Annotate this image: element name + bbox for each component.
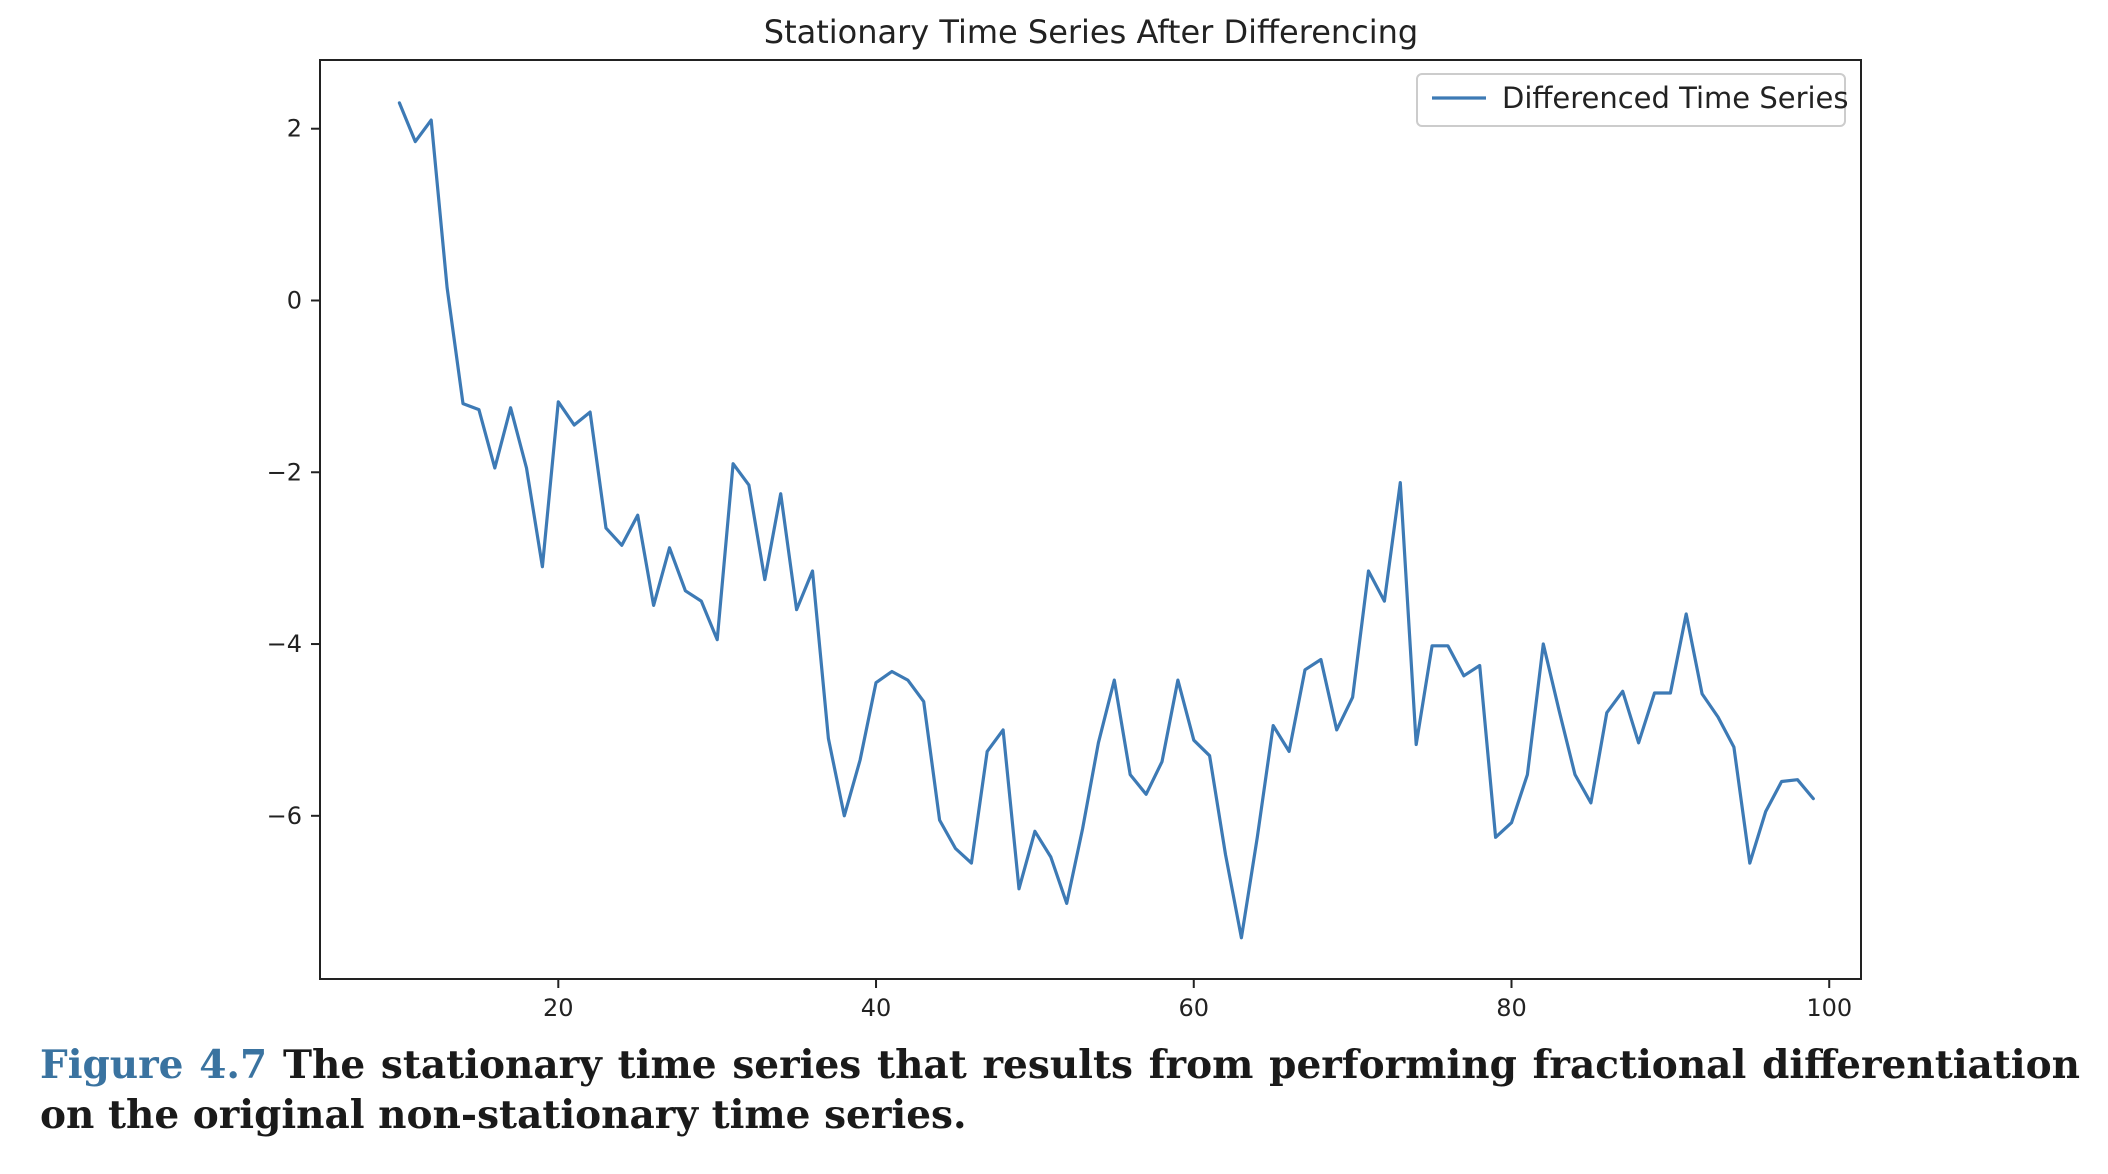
series-line-differenced-time-series [397, 101, 1815, 940]
y-tick-label: −6 [267, 802, 302, 830]
line-chart: Stationary Time Series After Differencin… [267, 13, 1862, 1022]
x-tick-label: 40 [861, 994, 892, 1022]
y-axis: 2 0 −2 −4 −6 [267, 115, 320, 830]
legend-box [1416, 73, 1846, 127]
legend: Differenced Time Series [1416, 73, 1849, 127]
figure-caption: Figure 4.7 The stationary time series th… [40, 1040, 2080, 1140]
y-tick-label: −4 [267, 630, 302, 658]
y-tick-label: 0 [287, 286, 302, 314]
y-tick-label: −2 [267, 458, 302, 486]
legend-label: Differenced Time Series [1502, 81, 1849, 115]
x-tick-label: 20 [543, 994, 574, 1022]
x-tick-label: 100 [1806, 994, 1852, 1022]
figure-caption-text: The stationary time series that results … [40, 1042, 2080, 1138]
plot-area [397, 101, 1815, 940]
chart-title: Stationary Time Series After Differencin… [764, 13, 1418, 51]
y-tick-label: 2 [287, 115, 302, 143]
axes-frame [319, 59, 1862, 980]
figure-caption-label: Figure 4.7 [40, 1042, 268, 1088]
x-tick-label: 80 [1496, 994, 1527, 1022]
x-axis: 20 40 60 80 100 [543, 979, 1852, 1022]
x-tick-label: 60 [1178, 994, 1209, 1022]
